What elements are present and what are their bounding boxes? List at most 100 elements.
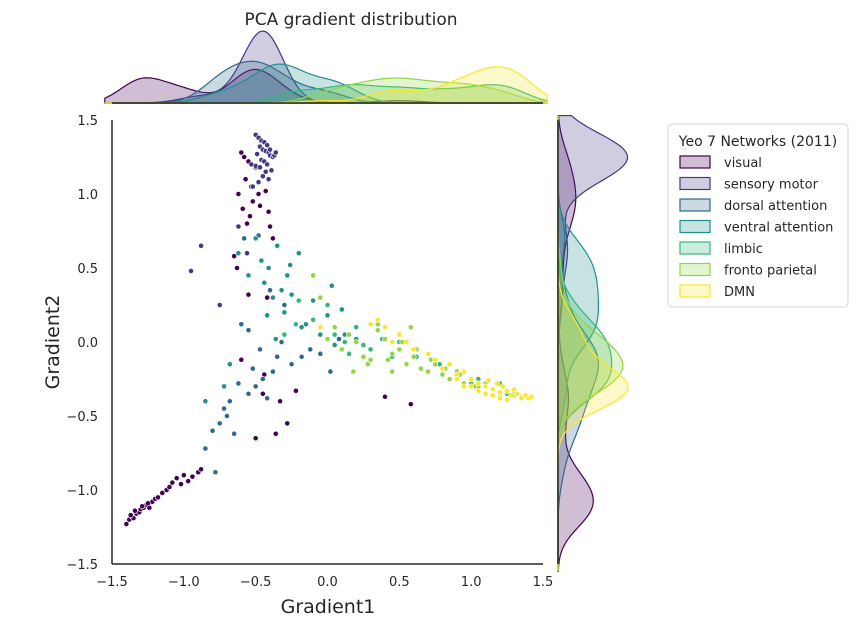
scatter-point [277, 398, 283, 405]
scatter-point [226, 361, 233, 368]
scatter-point [231, 430, 238, 437]
y-tick-label: 1.0 [77, 188, 98, 203]
scatter-point [185, 478, 192, 485]
scatter-point [244, 250, 250, 257]
scatter-point [221, 405, 227, 412]
scatter-point [166, 484, 173, 490]
scatter-point [518, 395, 525, 402]
scatter-point [317, 350, 324, 357]
legend-swatch [679, 241, 711, 255]
scatter-point [295, 297, 302, 304]
scatter-point [244, 220, 250, 227]
x-tick-label: −1.5 [96, 575, 128, 590]
scatter-point [257, 346, 263, 353]
scatter-point [245, 327, 252, 334]
scatter-point [407, 401, 414, 408]
legend-swatch [679, 176, 711, 191]
scatter-point [235, 250, 242, 257]
scatter-point [239, 205, 246, 212]
scatter-point [346, 350, 352, 357]
scatter-point [249, 183, 256, 190]
scatter-point [310, 297, 317, 304]
scatter-point [241, 235, 248, 242]
y-tick-label: −1.0 [66, 484, 98, 499]
axes: −1.5 −1.0 −0.5 0.0 0.5 1.0 1.5 1.5 1.0 0.5 0.0 −0.5… [66, 114, 553, 590]
scatter-point [235, 191, 242, 197]
scatter-point [259, 173, 266, 180]
scatter-point [180, 472, 187, 479]
scatter-point [270, 294, 276, 301]
scatter-point [384, 356, 391, 363]
scatter-point [432, 356, 439, 363]
scatter-point [496, 389, 503, 396]
legend-label: limbic [724, 242, 763, 257]
x-axis-label: Gradient1 [281, 596, 376, 618]
scatter-point [468, 376, 475, 382]
scatter-point [132, 507, 138, 514]
scatter-point [252, 383, 259, 390]
scatter-point [468, 383, 475, 390]
scatter-point [226, 398, 233, 405]
scatter-point [238, 356, 245, 363]
scatter-point [374, 316, 381, 323]
scatter-point [403, 339, 410, 345]
legend-swatch [679, 155, 711, 169]
scatter-point [270, 368, 276, 375]
scatter-point [265, 265, 272, 271]
scatter-point [461, 368, 467, 375]
scatter-point [245, 272, 252, 279]
scatter-point [264, 161, 271, 168]
scatter-point [317, 294, 324, 301]
scatter-point [489, 386, 496, 393]
scatter-point [155, 494, 161, 501]
scatter-point [374, 327, 381, 334]
legend-swatch [679, 284, 711, 298]
scatter-point [514, 390, 521, 397]
scatter-point [159, 490, 166, 496]
scatter-point [350, 368, 357, 375]
scatter-point [255, 191, 262, 197]
scatter-point [367, 356, 374, 363]
scatter-point [528, 393, 535, 400]
scatter-point [407, 324, 414, 331]
y-tick-label: 0.5 [77, 262, 98, 277]
scatter-point [202, 398, 209, 405]
scatter-point [367, 321, 374, 328]
legend-frame [667, 123, 849, 308]
x-tick-label: −1.0 [168, 575, 200, 590]
scatter-point [288, 291, 295, 298]
scatter-point [353, 339, 360, 345]
scatter-point [241, 154, 248, 160]
scatter-point [262, 168, 269, 175]
scatter-point [257, 164, 263, 171]
legend-label: visual [724, 156, 762, 171]
scatter-point [396, 331, 403, 338]
legend-swatch [679, 198, 711, 212]
scatter-point [278, 287, 285, 294]
top-marginal-kde [104, 30, 548, 104]
y-tick-label: −0.5 [66, 410, 98, 425]
x-tick-label: 0.0 [317, 575, 338, 590]
scatter-point [145, 500, 151, 507]
scatter-point [224, 413, 230, 419]
scatter-point [198, 466, 204, 473]
scatter-point [272, 430, 279, 437]
scatter-point [496, 395, 503, 402]
scatter-point [295, 250, 302, 257]
scatter-point [234, 265, 240, 271]
scatter-point [209, 427, 216, 434]
scatter-point [249, 198, 256, 205]
scatter-point [178, 481, 184, 487]
chart-title: PCA gradient distribution [244, 10, 457, 30]
scatter-point [396, 346, 403, 353]
scatter-point [272, 336, 279, 342]
scatter-point [287, 262, 294, 268]
scatter-point [267, 146, 273, 153]
scatter-point [270, 235, 276, 242]
scatter-point [367, 346, 374, 353]
scatter-point [298, 324, 305, 331]
scatter-point [403, 361, 410, 368]
legend-title: Yeo 7 Networks (2011) [678, 134, 837, 150]
scatter-point [489, 392, 496, 399]
